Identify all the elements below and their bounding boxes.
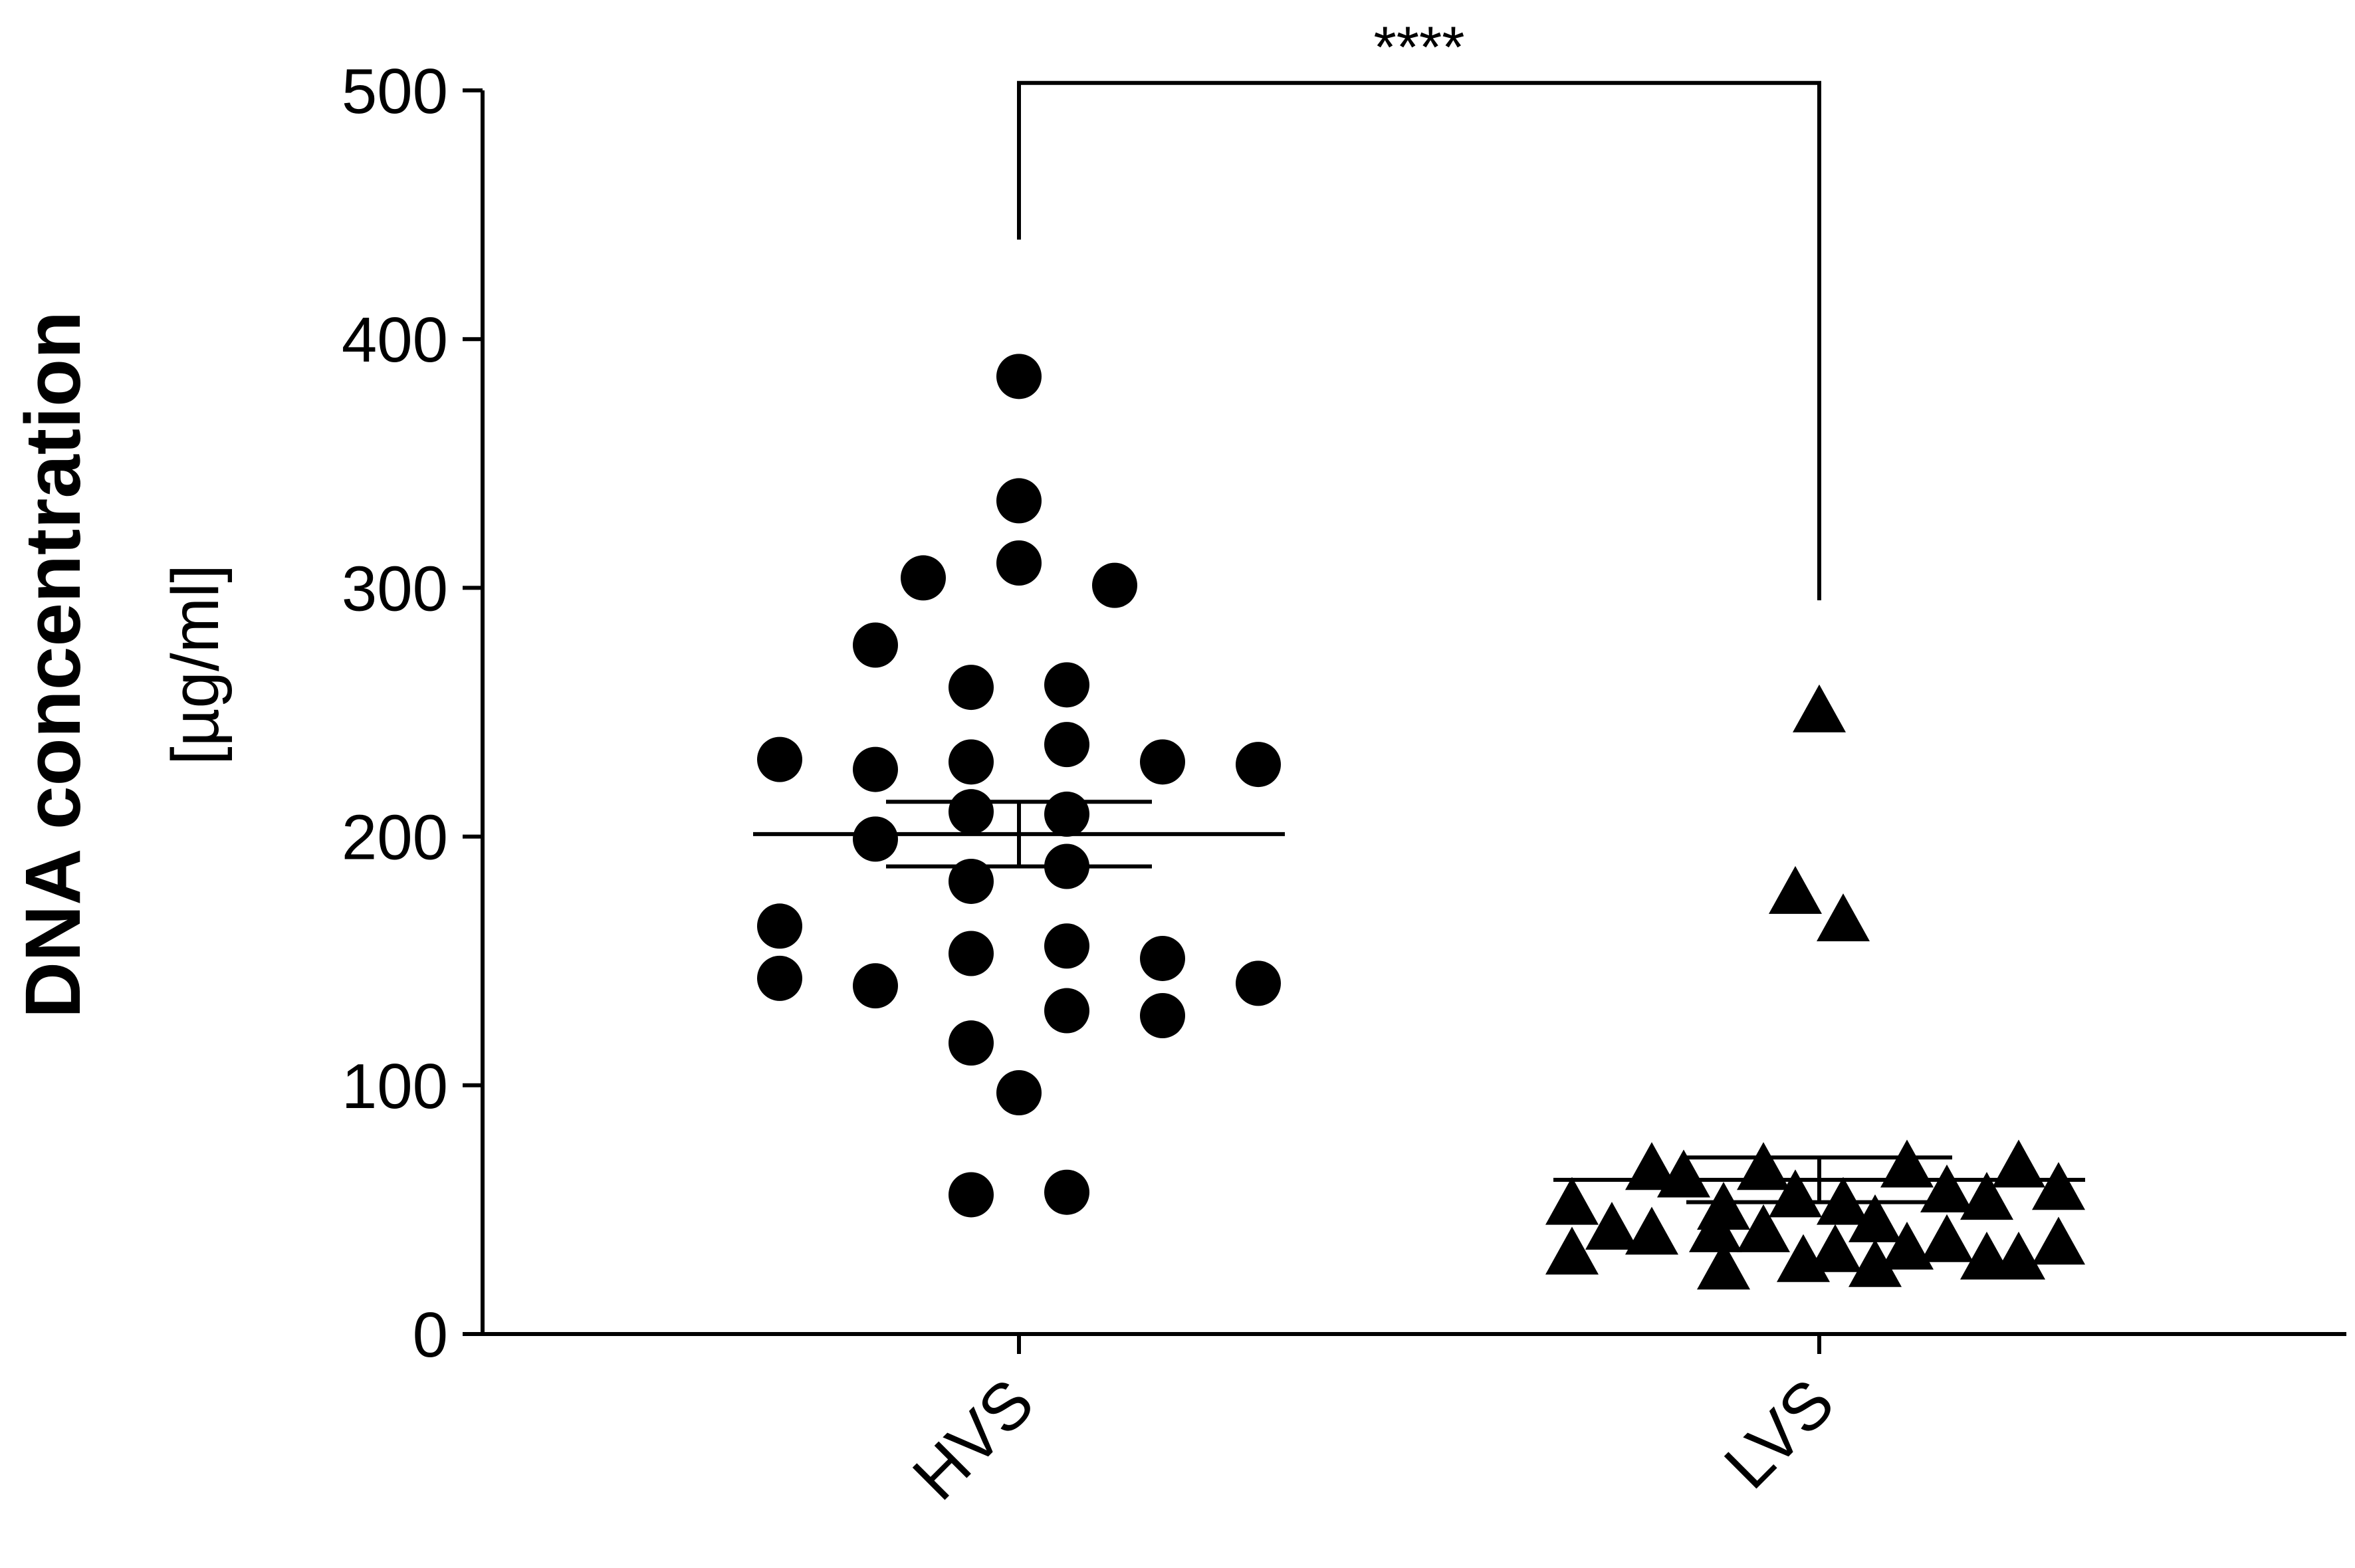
y-axis-label: DNA concentration xyxy=(9,311,97,1018)
data-point-lvs xyxy=(1849,1239,1902,1288)
data-point-hvs xyxy=(853,746,898,792)
data-point-hvs xyxy=(1140,739,1185,785)
data-point-lvs xyxy=(1769,1169,1822,1218)
data-point-hvs xyxy=(996,1070,1042,1116)
data-point-lvs xyxy=(1585,1202,1638,1250)
data-point-hvs xyxy=(757,955,802,1001)
y-tick-label: 200 xyxy=(342,802,448,873)
data-point-lvs xyxy=(1737,1142,1790,1190)
data-point-hvs xyxy=(1044,923,1089,969)
data-point-lvs xyxy=(1809,1224,1862,1272)
data-point-hvs xyxy=(949,931,994,976)
y-tick-label: 400 xyxy=(342,304,448,376)
data-point-hvs xyxy=(949,1172,994,1218)
significance-label: **** xyxy=(1374,14,1465,80)
y-axis-unit-label: [µg/ml] xyxy=(158,564,233,765)
data-point-hvs xyxy=(1044,1169,1089,1215)
data-point-lvs xyxy=(2032,1162,2085,1210)
data-point-hvs xyxy=(1236,960,1281,1006)
data-point-hvs xyxy=(853,816,898,862)
data-point-lvs xyxy=(1793,684,1846,732)
data-point-lvs xyxy=(1920,1214,1973,1262)
y-tick-label: 500 xyxy=(342,56,448,127)
y-ticks: 0 100 200 300 400 500 xyxy=(342,56,483,1371)
data-point-lvs xyxy=(2032,1216,2085,1265)
data-point-lvs xyxy=(1992,1139,2045,1188)
y-tick-label: 0 xyxy=(413,1299,448,1371)
data-point-lvs xyxy=(1769,865,1822,914)
data-point-hvs xyxy=(949,665,994,711)
data-point-lvs xyxy=(1625,1142,1678,1190)
data-point-lvs xyxy=(1545,1176,1599,1225)
data-point-hvs xyxy=(1140,993,1185,1039)
data-point-hvs xyxy=(949,739,994,785)
data-point-hvs xyxy=(1092,562,1137,608)
data-point-lvs xyxy=(1817,1176,1870,1225)
data-point-lvs xyxy=(1992,1231,2045,1280)
data-point-hvs xyxy=(757,903,802,949)
y-tick-label: 100 xyxy=(342,1051,448,1122)
x-ticks: HVS LVS xyxy=(899,1334,1849,1514)
data-point-hvs xyxy=(853,622,898,668)
data-point-hvs xyxy=(949,1020,994,1066)
data-point-hvs xyxy=(996,540,1042,586)
data-point-hvs xyxy=(1044,843,1089,889)
data-point-hvs xyxy=(1044,722,1089,768)
data-point-lvs xyxy=(1960,1172,2013,1220)
data-point-hvs xyxy=(1236,742,1281,788)
y-tick-label: 300 xyxy=(342,553,448,624)
x-category-label: HVS xyxy=(899,1365,1048,1514)
data-point-hvs xyxy=(996,354,1042,399)
data-point-hvs xyxy=(1044,662,1089,708)
data-point-lvs xyxy=(1849,1194,1902,1242)
data-point-hvs xyxy=(949,858,994,904)
data-point-lvs xyxy=(1545,1226,1599,1275)
y-axis-label-group: DNA concentration [µg/ml] xyxy=(9,311,233,1018)
data-point-lvs xyxy=(1817,893,1870,942)
x-category-label: LVS xyxy=(1710,1365,1849,1503)
data-point-lvs xyxy=(1657,1149,1710,1198)
significance-bracket-line xyxy=(1017,80,1821,601)
data-point-hvs xyxy=(1140,935,1185,981)
data-point-hvs xyxy=(757,736,802,782)
data-point-lvs xyxy=(1697,1241,1750,1289)
data-point-hvs xyxy=(901,555,946,601)
data-point-lvs xyxy=(1880,1139,1934,1188)
data-point-lvs xyxy=(1737,1204,1790,1252)
significance-bracket: **** xyxy=(1017,14,1821,601)
axes xyxy=(481,90,2346,1336)
data-points xyxy=(757,354,2085,1289)
data-point-hvs xyxy=(949,789,994,835)
data-point-hvs xyxy=(996,478,1042,524)
data-point-lvs xyxy=(1625,1206,1678,1255)
data-point-hvs xyxy=(1044,988,1089,1034)
data-point-hvs xyxy=(853,963,898,1009)
data-point-lvs xyxy=(1920,1164,1973,1212)
summary-statistics xyxy=(753,800,2085,1204)
data-point-lvs xyxy=(1689,1204,1742,1252)
data-point-lvs xyxy=(1880,1222,1934,1270)
data-point-hvs xyxy=(1044,791,1089,837)
